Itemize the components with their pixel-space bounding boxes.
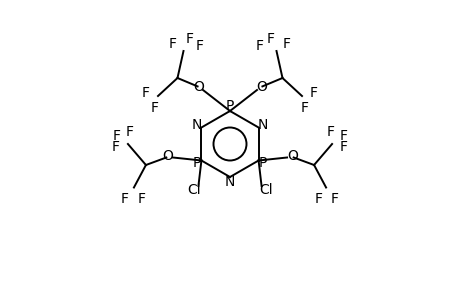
Text: F: F [142, 86, 150, 100]
Text: F: F [300, 101, 308, 115]
Text: P: P [225, 99, 234, 113]
Text: F: F [339, 130, 347, 143]
Text: F: F [168, 37, 177, 50]
Text: N: N [224, 175, 235, 189]
Text: F: F [112, 130, 120, 143]
Text: O: O [162, 149, 173, 163]
Text: F: F [330, 192, 338, 206]
Text: F: F [121, 192, 129, 206]
Text: F: F [125, 125, 133, 139]
Text: F: F [185, 32, 193, 46]
Text: Cl: Cl [187, 183, 200, 196]
Text: F: F [282, 37, 291, 50]
Text: O: O [256, 80, 266, 94]
Text: F: F [266, 32, 274, 46]
Text: F: F [151, 101, 159, 115]
Text: O: O [193, 80, 203, 94]
Text: F: F [256, 40, 263, 53]
Text: N: N [257, 118, 268, 132]
Text: F: F [112, 140, 120, 154]
Text: F: F [309, 86, 317, 100]
Text: N: N [191, 118, 202, 132]
Text: P: P [258, 156, 266, 170]
Text: Cl: Cl [259, 183, 272, 196]
Text: F: F [314, 192, 322, 206]
Text: P: P [193, 156, 201, 170]
Text: F: F [326, 125, 334, 139]
Text: F: F [196, 40, 203, 53]
Text: O: O [286, 149, 297, 163]
Text: F: F [339, 140, 347, 154]
Text: F: F [137, 192, 145, 206]
